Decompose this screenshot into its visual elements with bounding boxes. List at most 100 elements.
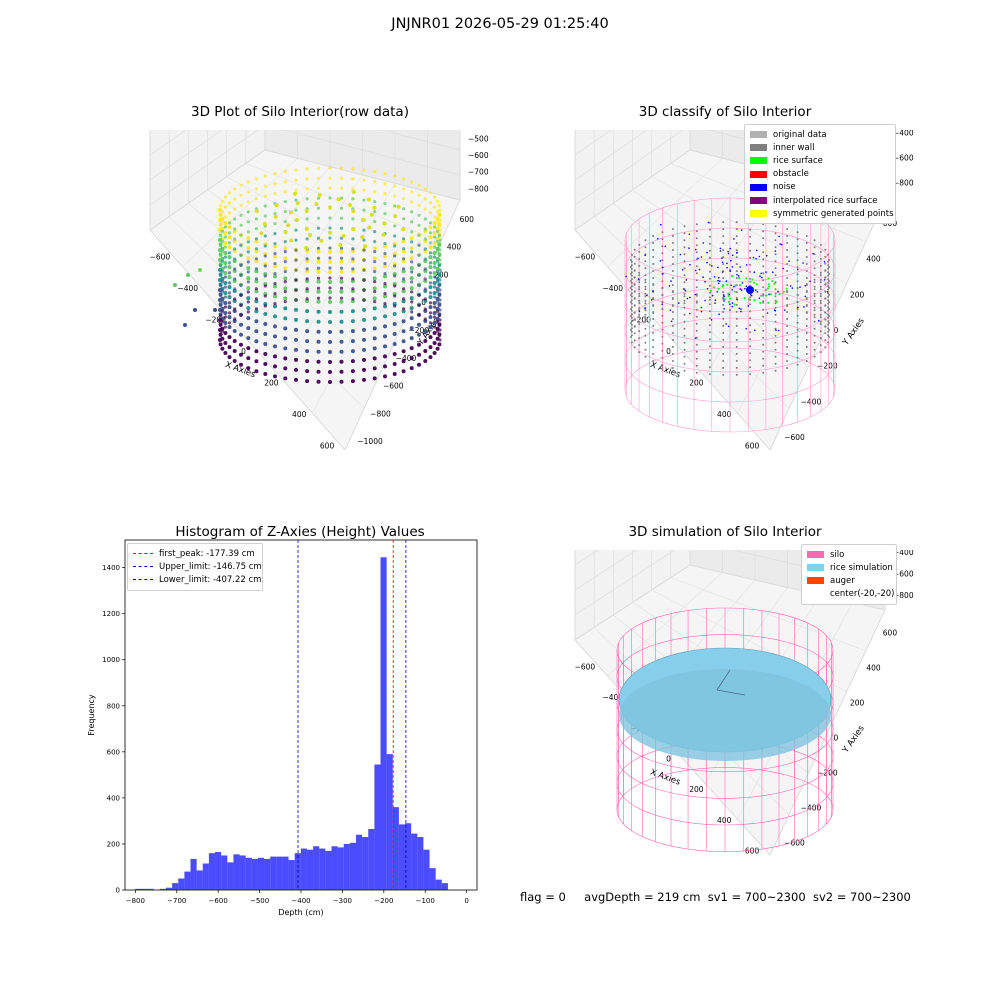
data-point	[273, 272, 277, 276]
inner-wall-point	[813, 274, 816, 277]
y-tick-label: 600	[883, 629, 898, 638]
inner-wall-point	[633, 283, 636, 286]
data-point	[232, 349, 237, 353]
inner-wall-point	[661, 335, 664, 338]
inner-wall-point	[671, 332, 674, 334]
inner-wall-point	[805, 284, 808, 286]
data-point	[410, 300, 414, 304]
data-point	[283, 296, 288, 301]
data-point	[223, 221, 228, 225]
rice-surface-point	[751, 278, 754, 281]
inner-wall-point	[638, 257, 641, 260]
data-point	[283, 306, 288, 311]
y-tick-label: −200	[409, 326, 430, 335]
data-point	[246, 256, 251, 261]
data-point	[417, 352, 421, 357]
data-point	[383, 274, 387, 279]
inner-wall-point	[786, 277, 789, 279]
inner-wall-point	[749, 249, 752, 252]
histogram-bar	[147, 888, 154, 890]
data-point	[263, 284, 267, 288]
data-point	[294, 317, 298, 322]
rice-surface-point	[768, 285, 771, 288]
data-point	[328, 230, 332, 235]
data-point	[294, 307, 298, 312]
inner-wall-point	[633, 346, 636, 349]
data-point	[432, 261, 437, 265]
noise-point	[746, 286, 754, 294]
data-point	[339, 369, 344, 374]
noise-point	[688, 247, 690, 249]
inner-wall-point	[749, 303, 752, 306]
data-point	[428, 315, 433, 320]
inner-wall-point	[644, 334, 647, 337]
z-tick-label: −400	[893, 130, 914, 138]
panel2-legend: original data inner wall rice surface obsta…	[744, 124, 896, 225]
data-point	[409, 326, 414, 331]
inner-wall-point	[796, 301, 799, 304]
data-point	[437, 244, 441, 248]
data-point	[227, 295, 232, 300]
inner-wall-point	[695, 371, 698, 374]
data-point	[417, 263, 421, 267]
data-point	[254, 237, 258, 241]
data-point	[423, 257, 427, 261]
data-point	[432, 241, 437, 245]
inner-wall-point	[630, 316, 633, 319]
inner-wall-point	[638, 274, 641, 277]
data-point	[273, 364, 277, 369]
legend-label: inner wall	[773, 142, 815, 153]
data-point	[432, 341, 437, 345]
noise-point	[804, 285, 807, 287]
data-point	[401, 279, 406, 284]
rice-surface-point	[717, 287, 720, 290]
data-point	[304, 209, 309, 214]
inner-wall-point	[824, 269, 827, 272]
data-point	[254, 259, 259, 264]
data-point	[351, 267, 355, 271]
inner-wall-point	[749, 352, 752, 355]
rice-surface-point	[726, 283, 729, 286]
rice-surface-point	[733, 290, 736, 293]
inner-wall-point	[774, 362, 777, 365]
data-point	[305, 369, 310, 374]
y-tick-label: 200	[850, 699, 865, 708]
noise-point	[652, 290, 654, 292]
data-point	[239, 303, 243, 307]
inner-wall-point	[813, 313, 816, 316]
inner-wall-point	[683, 260, 686, 263]
data-point	[316, 216, 321, 220]
data-point	[254, 299, 259, 304]
noise-point	[780, 243, 783, 246]
noise-point	[700, 256, 703, 258]
data-point	[401, 289, 406, 294]
inner-wall-point	[749, 324, 752, 327]
data-point	[392, 332, 397, 336]
data-point	[410, 260, 414, 264]
data-point	[393, 244, 397, 248]
data-point	[436, 239, 440, 243]
data-point	[392, 342, 397, 346]
data-point	[362, 327, 366, 332]
data-point	[393, 204, 397, 208]
data-point	[220, 309, 224, 313]
inner-wall-point	[827, 299, 830, 302]
inner-wall-point	[661, 280, 664, 283]
z-tick-label: −500	[468, 134, 489, 143]
data-point	[227, 211, 232, 215]
inner-wall-point	[824, 318, 827, 321]
inner-wall-point	[683, 292, 686, 295]
inner-wall-point	[827, 281, 830, 284]
data-point	[417, 233, 421, 237]
data-point	[223, 311, 228, 315]
legend-label: original data	[773, 129, 827, 140]
data-point	[362, 337, 366, 342]
inner-wall-point	[827, 253, 830, 256]
inner-wall-point	[824, 276, 827, 279]
status-footer: flag = 0 avgDepth = 219 cm sv1 = 700~230…	[520, 890, 911, 904]
legend-label: rice surface	[773, 155, 823, 166]
inner-wall-point	[796, 308, 799, 311]
inner-wall-point	[749, 277, 752, 280]
data-point	[401, 269, 406, 274]
data-point	[383, 304, 387, 309]
